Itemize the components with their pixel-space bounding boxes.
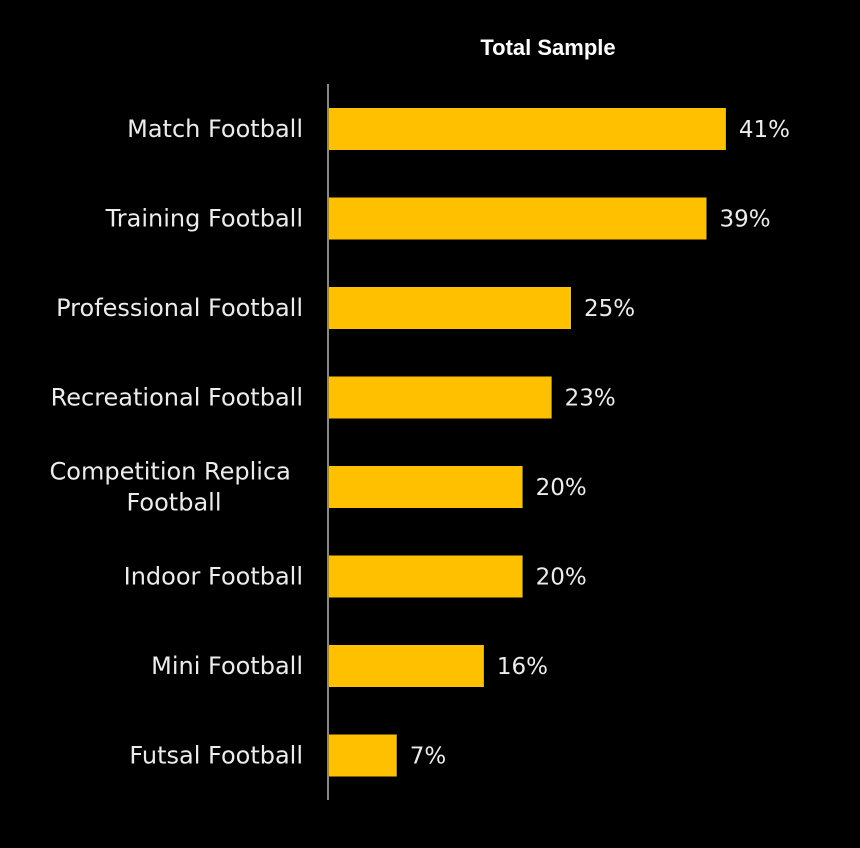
bar: [329, 466, 523, 508]
category-label: Mini Football: [151, 652, 303, 680]
value-labels-group: 41% 39% 25% 23% 20% 20% 16% 7%: [410, 117, 790, 770]
bar: [329, 734, 397, 777]
value-label: 39%: [720, 207, 771, 233]
value-label: 25%: [584, 296, 635, 322]
category-labels-group: Match Football Training Football Professio…: [50, 115, 303, 770]
bar: [329, 376, 552, 419]
category-label: Recreational Football: [51, 384, 303, 412]
bars-group: [329, 108, 726, 777]
category-label: Futsal Football: [129, 742, 303, 770]
bar: [329, 555, 523, 598]
value-label: 20%: [536, 475, 587, 501]
category-label: Training Football: [105, 205, 303, 233]
bar: [329, 287, 571, 329]
chart-title: Total Sample: [480, 35, 615, 60]
bar: [329, 645, 484, 687]
value-label: 16%: [497, 654, 548, 680]
category-label: Competition Replica Football: [50, 458, 299, 517]
value-label: 20%: [536, 565, 587, 591]
category-label: Indoor Football: [124, 563, 303, 591]
bar: [329, 108, 726, 150]
value-label: 7%: [410, 744, 447, 770]
value-label: 41%: [739, 117, 790, 143]
bar: [329, 197, 707, 240]
category-label: Professional Football: [56, 294, 303, 322]
category-label: Match Football: [127, 115, 303, 143]
value-label: 23%: [565, 386, 616, 412]
